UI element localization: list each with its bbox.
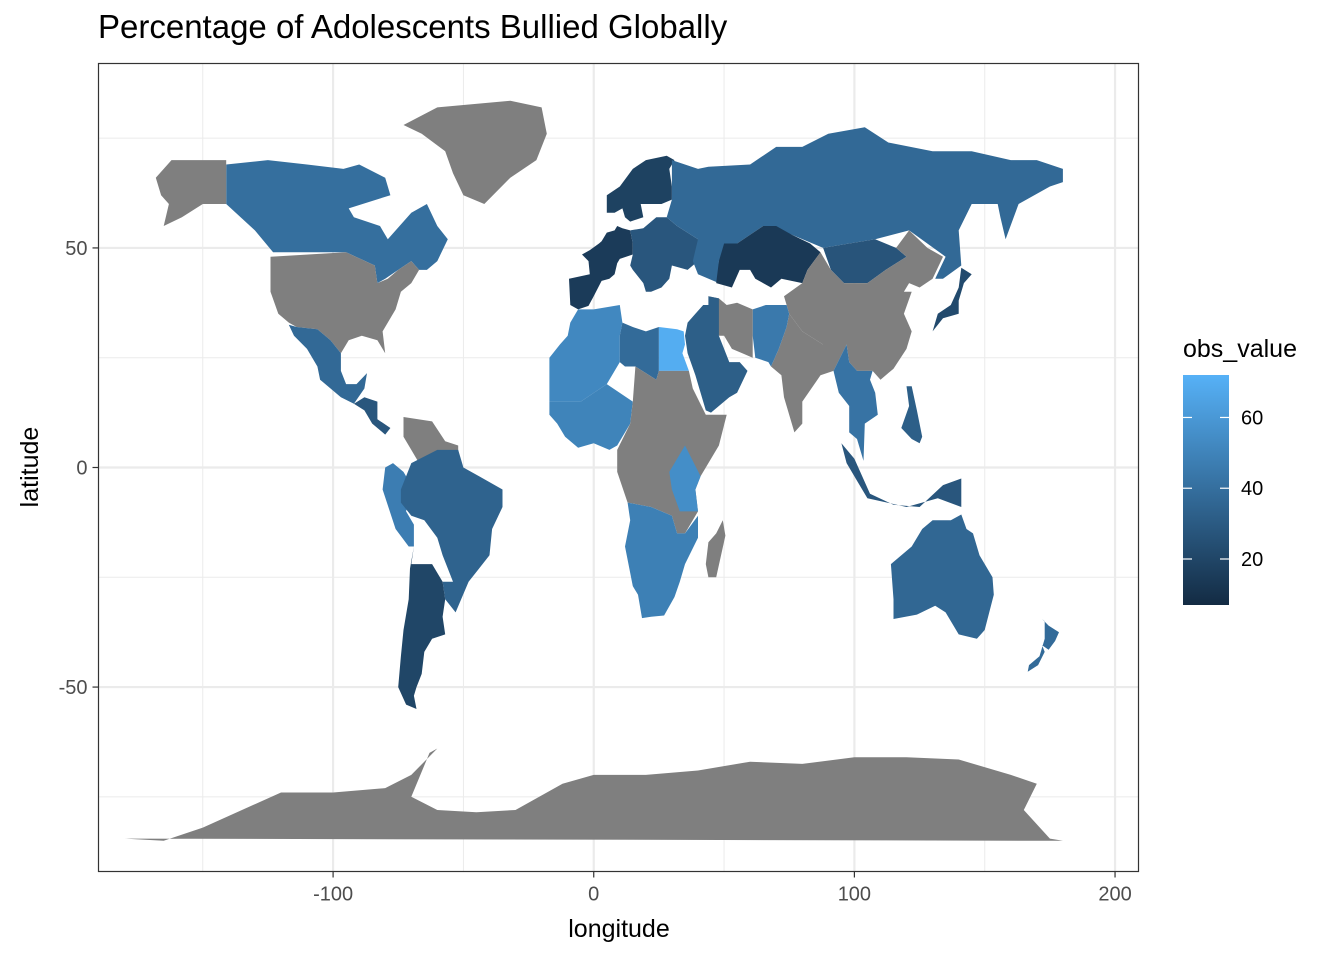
region-afghanistan-pakistan: [752, 305, 790, 367]
x-tick-label: 200: [1098, 884, 1131, 906]
region-mongolia: [823, 239, 907, 284]
chart-title: Percentage of Adolescents Bullied Global…: [98, 8, 728, 45]
region-central-africa: [617, 366, 727, 534]
x-tick-label: 0: [588, 884, 599, 906]
legend: obs_value 20 40 60: [1183, 335, 1297, 605]
region-west-africa: [549, 384, 633, 450]
y-axis-title: latitude: [16, 427, 44, 508]
region-central-america: [353, 397, 391, 435]
region-libya: [619, 322, 659, 380]
region-new-zealand: [1027, 619, 1059, 672]
region-western-europe: [569, 226, 633, 310]
region-greenland: [403, 100, 547, 204]
region-east-africa: [669, 445, 701, 512]
region-egypt: [658, 327, 689, 371]
colorbar: [1183, 375, 1229, 605]
y-tick-label: 50: [65, 238, 87, 260]
region-scandinavia: [606, 155, 675, 222]
region-indonesia: [841, 443, 962, 507]
region-kazakhstan: [716, 226, 821, 288]
region-antarctica: [124, 748, 1063, 841]
region-india: [771, 313, 847, 433]
region-brazil: [400, 449, 503, 613]
y-axis-ticks: -50 0 50: [59, 238, 99, 699]
map-regions: [124, 100, 1063, 841]
region-eastern-europe: [630, 217, 698, 292]
legend-title: obs_value: [1183, 335, 1297, 363]
region-argentina-chile: [398, 546, 446, 709]
region-united-states: [270, 252, 420, 354]
region-china: [784, 230, 943, 380]
x-tick-label: -100: [313, 884, 353, 906]
region-canada: [226, 160, 448, 284]
region-southeast-asia: [833, 344, 878, 461]
legend-tick-label: 20: [1241, 549, 1263, 571]
region-arabian-peninsula: [685, 296, 748, 413]
region-southern-africa: [625, 502, 698, 619]
legend-tick-label: 60: [1241, 407, 1263, 429]
x-tick-label: 100: [838, 884, 871, 906]
region-iran: [708, 296, 753, 358]
region-alaska: [155, 160, 227, 226]
y-tick-label: -50: [59, 677, 88, 699]
legend-ticks: 20 40 60: [1183, 407, 1263, 571]
x-axis-ticks: -100 0 100 200: [313, 871, 1132, 906]
region-australia: [890, 514, 994, 639]
y-tick-label: 0: [76, 458, 87, 480]
region-japan: [932, 267, 972, 332]
region-mexico: [288, 324, 367, 404]
region-russia: [666, 127, 1063, 284]
region-north-africa-maghreb: [549, 305, 623, 402]
x-axis-title: longitude: [568, 915, 669, 943]
region-madagascar: [705, 520, 726, 578]
legend-tick-label: 40: [1241, 478, 1263, 500]
region-philippines: [901, 386, 923, 444]
